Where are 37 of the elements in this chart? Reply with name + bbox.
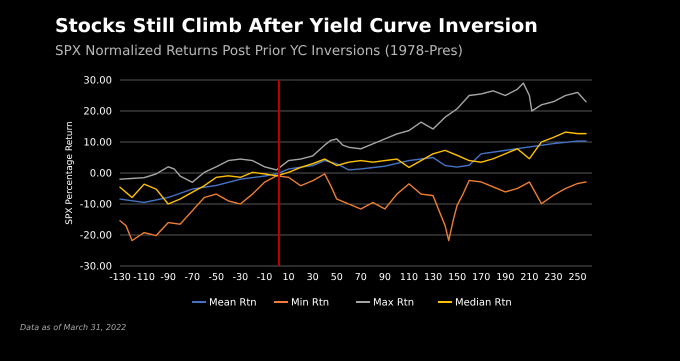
x-tick-label: 150 bbox=[448, 272, 466, 283]
legend-label: Max Rtn bbox=[373, 298, 414, 308]
x-tick-label: -30 bbox=[232, 272, 248, 283]
chart-subtitle: SPX Normalized Returns Post Prior YC Inversions (1978-Pres) bbox=[55, 43, 463, 59]
y-tick-label: 10.00 bbox=[83, 138, 112, 148]
y-tick-label: 30.00 bbox=[83, 76, 112, 86]
legend-label: Median Rtn bbox=[455, 298, 512, 308]
x-tick-label: 230 bbox=[544, 272, 563, 283]
x-tick-label: 90 bbox=[378, 272, 391, 283]
x-tick-label: 170 bbox=[472, 272, 490, 283]
y-tick-label: 0.00 bbox=[90, 168, 112, 180]
x-tick-label: 10 bbox=[282, 272, 295, 283]
x-tick-label: 130 bbox=[424, 272, 442, 283]
x-tick-label: -50 bbox=[208, 272, 224, 283]
y-tick-label: -20.00 bbox=[80, 230, 112, 242]
line-series bbox=[119, 173, 587, 242]
legend-label: Min Rtn bbox=[291, 298, 330, 308]
x-tick-label: -90 bbox=[160, 272, 176, 283]
y-axis-title: SPX Percentage Return bbox=[65, 121, 75, 225]
x-tick-label: -10 bbox=[256, 272, 272, 283]
x-tick-label: 210 bbox=[520, 272, 538, 283]
x-tick-label: 110 bbox=[400, 272, 418, 283]
legend-label: Mean Rtn bbox=[209, 298, 257, 308]
x-tick-label: 50 bbox=[330, 272, 343, 283]
x-tick-label: 250 bbox=[568, 272, 587, 283]
y-tick-label: 20.00 bbox=[83, 106, 112, 118]
x-tick-label: -110 bbox=[133, 272, 155, 283]
chart-title: Stocks Still Climb After Yield Curve Inversion bbox=[55, 15, 538, 37]
x-tick-label: 190 bbox=[496, 272, 514, 283]
y-tick-label: -30.00 bbox=[80, 262, 112, 272]
x-tick-label: -70 bbox=[184, 272, 200, 283]
text: Data as of March 31, 2022 bbox=[20, 323, 126, 332]
x-tick-label: 30 bbox=[306, 272, 319, 283]
x-tick-label: -130 bbox=[109, 272, 131, 283]
y-tick-label: -10.00 bbox=[80, 200, 112, 210]
x-tick-label: 70 bbox=[354, 272, 367, 283]
line-series bbox=[119, 82, 587, 183]
